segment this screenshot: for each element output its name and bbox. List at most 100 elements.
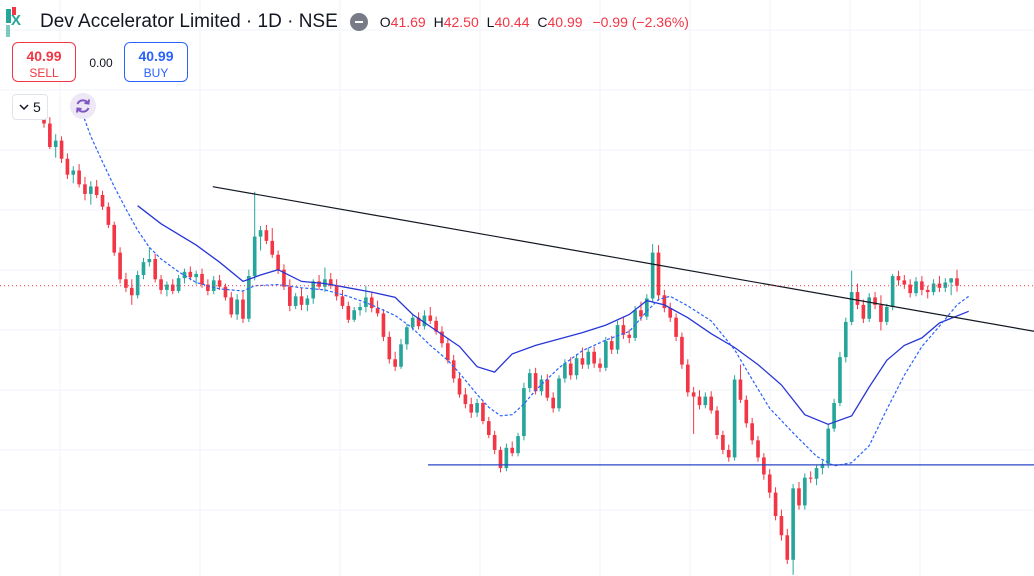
candle-body xyxy=(820,463,825,469)
candle xyxy=(826,424,831,469)
candle-body xyxy=(475,403,479,413)
candle xyxy=(165,281,169,297)
refresh-icon xyxy=(76,99,90,113)
candle-body xyxy=(843,321,848,358)
refresh-button[interactable] xyxy=(70,93,96,119)
trendline xyxy=(212,186,1034,332)
candle-body xyxy=(334,285,339,297)
candle-body xyxy=(276,254,280,270)
candle xyxy=(323,267,327,293)
symbol-title[interactable]: Dev Accelerator Limited · 1D · NSE xyxy=(40,11,338,32)
chart-drawings xyxy=(0,186,1034,466)
candle-body xyxy=(463,394,468,405)
candle-body xyxy=(627,334,632,338)
candle xyxy=(586,347,591,369)
candle-body xyxy=(914,281,918,294)
candle-body xyxy=(557,378,561,409)
candle xyxy=(118,247,122,284)
candle-body xyxy=(680,336,684,365)
candle xyxy=(159,275,163,295)
candle xyxy=(422,310,427,330)
candle-body xyxy=(592,351,596,364)
candle xyxy=(451,355,456,383)
candle xyxy=(182,268,187,284)
candle xyxy=(481,399,485,425)
chevron-down-icon xyxy=(19,104,29,111)
candle xyxy=(71,166,76,184)
candle xyxy=(516,432,520,457)
candle xyxy=(621,316,626,339)
candle-body xyxy=(405,327,409,345)
candle xyxy=(381,309,386,342)
candle-body xyxy=(615,325,620,350)
buy-button[interactable]: 40.99 BUY xyxy=(124,42,188,82)
interval-value: 5 xyxy=(33,99,41,115)
candle xyxy=(668,302,673,322)
candle xyxy=(176,275,181,294)
open-value: 41.69 xyxy=(390,14,426,30)
candle-body xyxy=(194,273,198,278)
candle-body xyxy=(375,308,380,314)
candle xyxy=(194,270,198,285)
candle-body xyxy=(767,474,772,493)
candle xyxy=(832,398,836,432)
low-value: 40.44 xyxy=(494,14,530,30)
candle xyxy=(270,228,275,258)
candle-body xyxy=(457,378,462,395)
candle xyxy=(908,279,912,298)
candle xyxy=(726,444,731,462)
candle-body xyxy=(252,236,257,277)
candle xyxy=(750,417,754,445)
candle-body xyxy=(422,315,427,327)
close-value: 40.99 xyxy=(547,14,583,30)
candle-body xyxy=(539,379,544,392)
candle xyxy=(153,253,158,283)
candle xyxy=(346,301,351,323)
candle xyxy=(762,453,766,480)
candle xyxy=(890,273,895,311)
candle-body xyxy=(282,269,286,287)
candle xyxy=(504,443,509,472)
candle xyxy=(902,275,907,289)
sell-button[interactable]: 40.99 SELL xyxy=(12,42,76,82)
interval-selector[interactable]: 5 xyxy=(12,94,48,120)
candle xyxy=(773,487,778,521)
candle xyxy=(352,307,357,322)
candle xyxy=(697,390,702,410)
close-label: C xyxy=(537,14,548,30)
candle-body xyxy=(94,186,99,195)
candle xyxy=(434,316,438,335)
candle xyxy=(674,313,678,342)
candle-body xyxy=(656,252,661,296)
candle-body xyxy=(832,403,836,429)
candle-body xyxy=(563,363,567,379)
candle xyxy=(252,191,257,281)
candle-body xyxy=(387,336,392,360)
candle-body xyxy=(112,224,117,253)
candle xyxy=(440,326,444,348)
candle xyxy=(808,471,813,483)
candle xyxy=(955,269,959,292)
candle xyxy=(299,287,304,311)
sell-label: SELL xyxy=(29,66,59,80)
candle-body xyxy=(340,296,345,306)
candle xyxy=(393,351,397,371)
candle-body xyxy=(118,252,122,280)
candle xyxy=(797,481,801,510)
candle xyxy=(170,279,175,295)
candle xyxy=(609,335,614,354)
candle xyxy=(937,276,942,293)
candle-body xyxy=(65,158,70,175)
candle xyxy=(229,292,234,318)
candle-body xyxy=(217,280,222,287)
candle-body xyxy=(481,403,485,422)
candle xyxy=(124,272,128,293)
candle xyxy=(106,202,111,229)
candle-body xyxy=(715,410,719,435)
candle xyxy=(258,225,263,251)
candle-body xyxy=(48,123,52,147)
candle xyxy=(539,375,544,396)
candle-body xyxy=(650,252,655,299)
candle-body xyxy=(410,317,415,328)
